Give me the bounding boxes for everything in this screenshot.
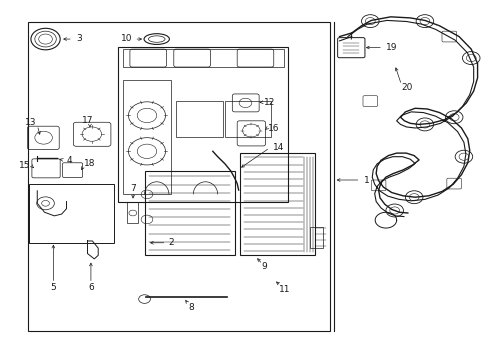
Text: 14: 14 <box>272 143 284 152</box>
Circle shape <box>415 15 433 28</box>
Text: 6: 6 <box>88 283 94 292</box>
Text: 17: 17 <box>81 116 93 125</box>
Bar <box>29 184 114 243</box>
Text: 2: 2 <box>168 238 174 247</box>
Text: 20: 20 <box>401 83 412 92</box>
Bar <box>239 153 315 255</box>
Circle shape <box>454 150 472 163</box>
Bar <box>118 47 288 202</box>
Text: 19: 19 <box>385 43 397 52</box>
Bar <box>144 171 234 255</box>
Text: 1: 1 <box>363 176 369 185</box>
Text: 15: 15 <box>20 161 31 170</box>
Text: 4: 4 <box>66 156 72 165</box>
Circle shape <box>445 111 462 124</box>
Text: 18: 18 <box>83 159 95 168</box>
Bar <box>224 101 271 137</box>
Bar <box>127 202 138 223</box>
Bar <box>27 22 329 330</box>
Bar <box>122 80 171 194</box>
Text: 8: 8 <box>187 303 193 312</box>
Text: 10: 10 <box>121 34 132 43</box>
Text: 11: 11 <box>278 285 290 294</box>
Text: 5: 5 <box>50 283 56 292</box>
Text: 16: 16 <box>267 123 279 132</box>
Bar <box>310 226 322 248</box>
Circle shape <box>462 51 479 64</box>
Circle shape <box>415 118 433 131</box>
Circle shape <box>385 204 403 217</box>
Bar <box>176 101 222 137</box>
Text: 12: 12 <box>264 98 275 107</box>
Circle shape <box>405 191 422 204</box>
Bar <box>122 49 283 67</box>
Text: 9: 9 <box>261 262 266 271</box>
Text: 13: 13 <box>25 118 37 127</box>
Text: 3: 3 <box>76 34 82 43</box>
Circle shape <box>361 15 378 28</box>
Text: 7: 7 <box>130 184 136 193</box>
